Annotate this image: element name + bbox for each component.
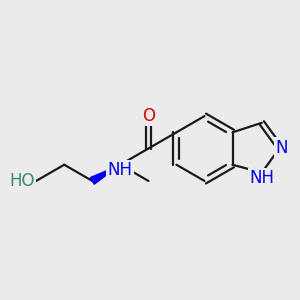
Text: O: O bbox=[142, 107, 155, 125]
Text: HO: HO bbox=[9, 172, 35, 190]
Text: NH: NH bbox=[249, 169, 274, 187]
Text: NH: NH bbox=[108, 161, 133, 179]
Text: N: N bbox=[275, 139, 288, 157]
Polygon shape bbox=[90, 166, 119, 184]
